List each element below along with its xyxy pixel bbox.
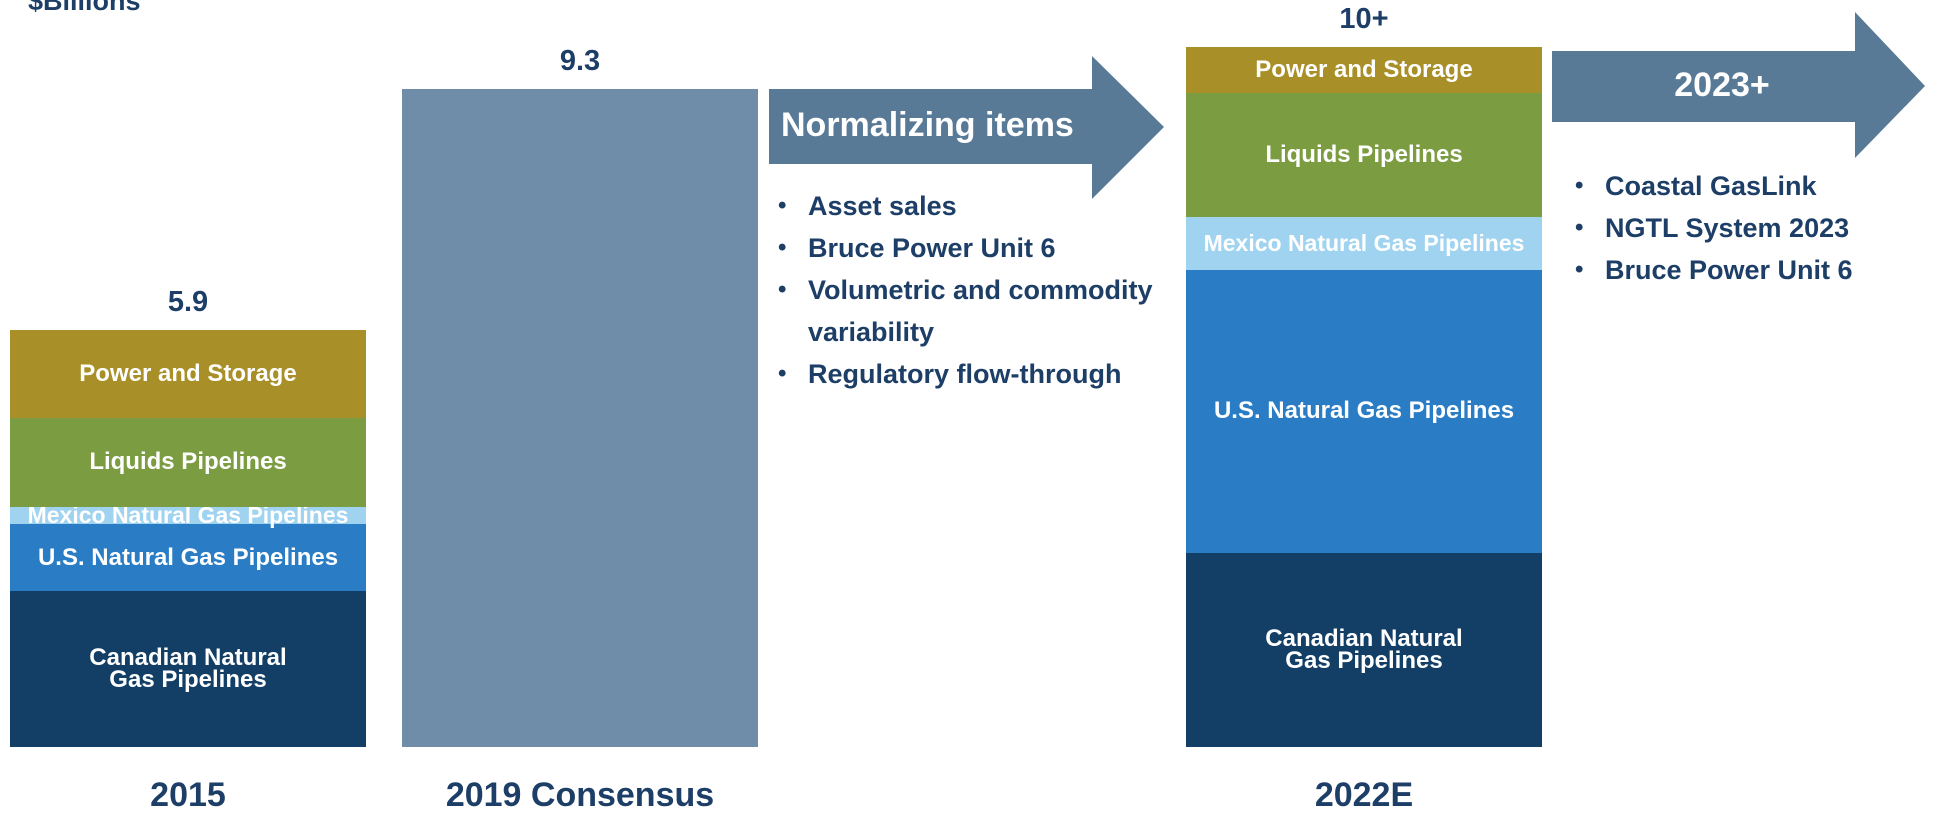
- segment-label: Canadian Natural Gas Pipelines: [89, 644, 287, 694]
- bullet-item: Volumetric and commodity variability: [774, 269, 1174, 353]
- category-label: 2019 Consensus: [445, 776, 715, 814]
- bullet-item: Asset sales: [774, 185, 1174, 227]
- arrow-title: Normalizing items: [781, 106, 1074, 144]
- arrow: [1552, 12, 1925, 158]
- total-label: 5.9: [167, 285, 209, 318]
- bullet-item: Coastal GasLink: [1571, 165, 1931, 207]
- segment-label: U.S. Natural Gas Pipelines: [1213, 397, 1515, 425]
- bar-segment: Liquids Pipelines: [10, 418, 366, 507]
- segment-label: Mexico Natural Gas Pipelines: [27, 502, 349, 529]
- bar-segment: Liquids Pipelines: [1186, 93, 1542, 217]
- bullet-item: NGTL System 2023: [1571, 207, 1931, 249]
- bar-segment: Canadian Natural Gas Pipelines: [1186, 552, 1542, 747]
- bar-segment: Mexico Natural Gas Pipelines: [10, 502, 366, 529]
- category-label: 2022E: [1314, 776, 1414, 814]
- segment-label: Liquids Pipelines: [1265, 140, 1463, 168]
- segment-label: Mexico Natural Gas Pipelines: [1203, 230, 1525, 257]
- bar-segment: Power and Storage: [1186, 47, 1542, 94]
- bar-segment: [402, 89, 758, 747]
- segment-label: U.S. Natural Gas Pipelines: [37, 543, 339, 571]
- segment-label: Power and Storage: [79, 360, 297, 388]
- bullet-list: Coastal GasLinkNGTL System 2023Bruce Pow…: [1571, 165, 1931, 291]
- segment-label: Power and Storage: [1255, 56, 1473, 84]
- bullet-item: Bruce Power Unit 6: [774, 227, 1174, 269]
- arrow: [769, 56, 1164, 199]
- total-label: 9.3: [559, 45, 601, 78]
- segment-label: Canadian Natural Gas Pipelines: [1265, 624, 1463, 674]
- total-label: 10+: [1339, 3, 1389, 36]
- bullet-list: Asset salesBruce Power Unit 6Volumetric …: [774, 185, 1174, 395]
- unit-label: $Billions: [28, 0, 141, 16]
- category-label: 2015: [150, 776, 226, 814]
- bar-segment: U.S. Natural Gas Pipelines: [10, 524, 366, 592]
- bar-segment: Mexico Natural Gas Pipelines: [1186, 216, 1542, 270]
- arrow-title: 2023+: [1674, 66, 1770, 104]
- bar-segment: Canadian Natural Gas Pipelines: [10, 591, 366, 747]
- bar-segment: Power and Storage: [10, 329, 366, 419]
- bullet-item: Regulatory flow-through: [774, 353, 1174, 395]
- bar-segment: U.S. Natural Gas Pipelines: [1186, 269, 1542, 553]
- bullet-item: Bruce Power Unit 6: [1571, 249, 1931, 291]
- segment-label: Liquids Pipelines: [89, 448, 287, 476]
